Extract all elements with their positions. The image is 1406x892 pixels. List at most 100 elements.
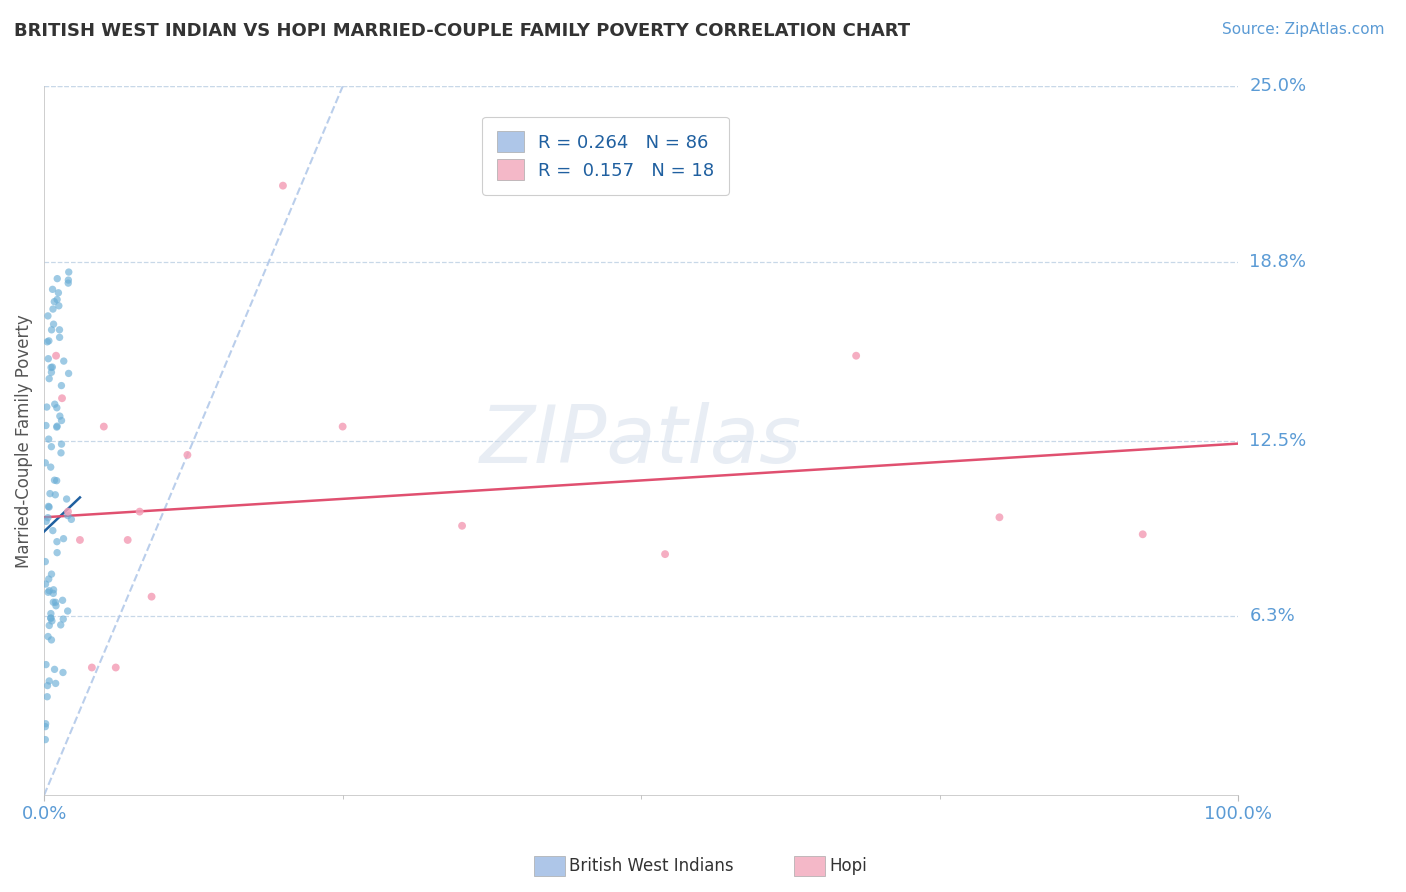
Point — [38, 334, 60, 348]
Point — [55, 491, 77, 506]
Point — [1132, 527, 1154, 541]
Point — [104, 660, 127, 674]
Point — [44, 473, 66, 487]
Point — [35, 418, 58, 433]
Point — [42, 595, 65, 609]
Point — [45, 401, 67, 415]
Point — [48, 323, 70, 337]
Point — [51, 593, 73, 607]
Point — [41, 632, 63, 647]
Point — [58, 265, 80, 279]
Point — [34, 716, 56, 731]
Point — [48, 330, 70, 344]
Point — [38, 618, 60, 632]
Point — [46, 546, 69, 560]
Point — [37, 679, 59, 693]
Point — [56, 604, 79, 618]
Text: Hopi: Hopi — [830, 857, 868, 875]
Point — [51, 378, 73, 392]
Point — [46, 293, 69, 307]
Point — [51, 413, 73, 427]
Point — [93, 419, 115, 434]
Point — [60, 512, 83, 526]
Point — [37, 585, 59, 599]
Point — [42, 586, 65, 600]
Point — [42, 317, 65, 331]
Point — [45, 676, 67, 690]
Point — [45, 349, 67, 363]
Point — [44, 662, 66, 676]
Point — [44, 294, 66, 309]
Point — [41, 567, 63, 582]
Point — [44, 488, 66, 502]
Point — [56, 505, 79, 519]
Point — [51, 437, 73, 451]
Point — [271, 178, 294, 193]
Point — [39, 360, 62, 375]
Point — [45, 474, 67, 488]
Point — [41, 323, 63, 337]
Point — [58, 273, 80, 287]
Point — [37, 334, 59, 349]
Point — [52, 612, 75, 626]
Point — [34, 732, 56, 747]
Point — [35, 657, 58, 672]
Point — [56, 508, 79, 523]
Point — [37, 500, 59, 514]
Point — [451, 518, 474, 533]
Text: 6.3%: 6.3% — [1250, 607, 1295, 625]
Point — [39, 460, 62, 475]
Point — [49, 446, 72, 460]
Point — [38, 572, 60, 586]
Point — [46, 271, 69, 285]
Point — [38, 583, 60, 598]
Point — [37, 510, 59, 524]
Point — [41, 440, 63, 454]
Point — [39, 611, 62, 625]
Point — [128, 505, 150, 519]
Point — [141, 590, 163, 604]
Point — [37, 690, 59, 704]
Point — [45, 420, 67, 434]
Point — [41, 360, 63, 375]
Point — [988, 510, 1011, 524]
Point — [51, 391, 73, 405]
Text: BRITISH WEST INDIAN VS HOPI MARRIED-COUPLE FAMILY POVERTY CORRELATION CHART: BRITISH WEST INDIAN VS HOPI MARRIED-COUP… — [14, 22, 910, 40]
Point — [58, 276, 80, 290]
Point — [332, 419, 354, 434]
Point — [80, 660, 103, 674]
Point — [48, 285, 70, 300]
Point — [38, 500, 60, 514]
Text: 25.0%: 25.0% — [1250, 78, 1306, 95]
Point — [34, 720, 56, 734]
Point — [52, 665, 75, 680]
Point — [41, 614, 63, 628]
Point — [45, 595, 67, 609]
Legend: R = 0.264   N = 86, R =  0.157   N = 18: R = 0.264 N = 86, R = 0.157 N = 18 — [482, 117, 728, 194]
Point — [39, 486, 62, 500]
Point — [176, 448, 198, 462]
Point — [42, 524, 65, 538]
Point — [34, 577, 56, 591]
Point — [42, 582, 65, 597]
Point — [845, 349, 868, 363]
Point — [38, 673, 60, 688]
Point — [34, 456, 56, 470]
Y-axis label: Married-Couple Family Poverty: Married-Couple Family Poverty — [15, 314, 32, 567]
Point — [41, 282, 63, 296]
Point — [35, 400, 58, 414]
Point — [46, 534, 69, 549]
Point — [69, 533, 91, 547]
Text: ZIPatlas: ZIPatlas — [479, 401, 803, 480]
Point — [49, 409, 72, 424]
Point — [49, 618, 72, 632]
Point — [39, 607, 62, 621]
Point — [38, 432, 60, 446]
Point — [654, 547, 676, 561]
Text: British West Indians: British West Indians — [569, 857, 734, 875]
Text: 18.8%: 18.8% — [1250, 253, 1306, 271]
Point — [44, 397, 66, 411]
Point — [52, 354, 75, 368]
Point — [41, 365, 63, 379]
Point — [45, 599, 67, 613]
